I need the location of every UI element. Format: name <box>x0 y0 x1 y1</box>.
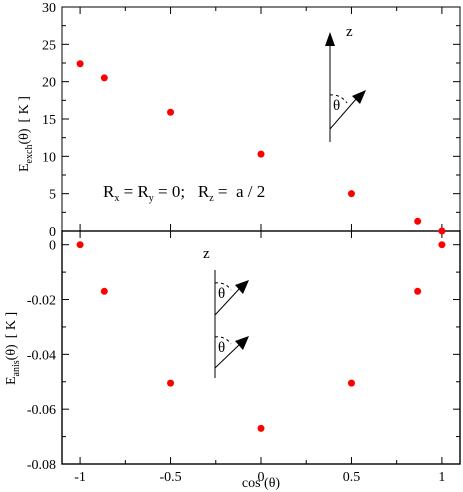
top-inset-diagram: z θ <box>325 24 366 142</box>
bottom-ticks: 0 -0.02 -0.04 -0.06 -0.08 -1 -0.5 0 0.5 1 <box>27 7 460 485</box>
upper-angle-label: θ <box>218 286 225 302</box>
top-data-points <box>76 60 446 235</box>
x-tick-label: -1 <box>74 470 86 485</box>
top-y-ticks: 0 5 10 15 20 25 30 <box>42 1 460 240</box>
bottom-y-tick-label: 0 <box>49 239 56 254</box>
top-data-point <box>100 74 108 82</box>
bottom-data-point <box>414 287 422 295</box>
bottom-y-axis-label: Eanis(θ)[ K ] <box>4 312 22 385</box>
lower-spin-arrowhead <box>235 336 249 350</box>
x-tick-label: 0.5 <box>343 470 361 485</box>
top-data-point <box>414 217 422 225</box>
upper-spin-vector <box>214 287 241 316</box>
top-data-point <box>438 227 446 235</box>
top-y-tick-label: 10 <box>42 150 56 165</box>
spin-arrowhead <box>352 90 366 104</box>
bottom-data-point <box>100 287 108 295</box>
bottom-data-point <box>438 241 446 249</box>
x-tick-label: 0 <box>258 470 265 485</box>
angle-arc <box>329 94 348 104</box>
top-data-point <box>347 190 355 198</box>
bottom-data-point <box>167 379 175 387</box>
lower-angle-label: θ <box>218 340 225 356</box>
spin-vector <box>329 97 358 130</box>
z-axis-label-bottom: z <box>203 246 210 262</box>
top-y-tick-label: 30 <box>42 1 56 16</box>
bottom-y-tick-label: -0.02 <box>27 294 56 309</box>
bottom-y-tick-label: -0.08 <box>27 458 56 473</box>
top-y-tick-label: 5 <box>49 188 56 203</box>
bottom-y-tick-label: -0.06 <box>27 403 56 418</box>
top-y-tick-label: 0 <box>49 225 56 240</box>
top-y-tick-label: 25 <box>42 38 56 53</box>
position-annotation: Rx = Ry = 0; Rz = a / 2 <box>103 182 265 204</box>
top-data-point <box>257 150 265 158</box>
angle-label: θ <box>333 98 340 114</box>
lower-angle-arc <box>214 336 232 345</box>
z-axis-label: z <box>346 24 353 40</box>
bottom-data-point <box>257 424 265 432</box>
top-y-tick-label: 20 <box>42 76 56 91</box>
top-data-point <box>167 108 175 116</box>
x-tick-label: -0.5 <box>159 470 181 485</box>
upper-spin-arrowhead <box>235 280 249 294</box>
z-axis-arrowhead <box>325 32 335 46</box>
lower-spin-vector <box>214 343 241 369</box>
x-axis-label: cos (θ) <box>242 476 281 491</box>
top-data-point <box>76 60 84 68</box>
upper-angle-arc <box>214 282 232 291</box>
x-tick-label: 1 <box>438 470 445 485</box>
top-y-axis-label: Eexch(θ)[ K ] <box>17 96 35 172</box>
bottom-data-point <box>347 379 355 387</box>
bottom-data-point <box>76 241 84 249</box>
bottom-inset-diagram: z θ θ <box>203 246 249 378</box>
top-y-tick-label: 15 <box>42 113 56 128</box>
bottom-y-tick-label: -0.04 <box>27 348 56 363</box>
bottom-data-points <box>76 241 446 432</box>
